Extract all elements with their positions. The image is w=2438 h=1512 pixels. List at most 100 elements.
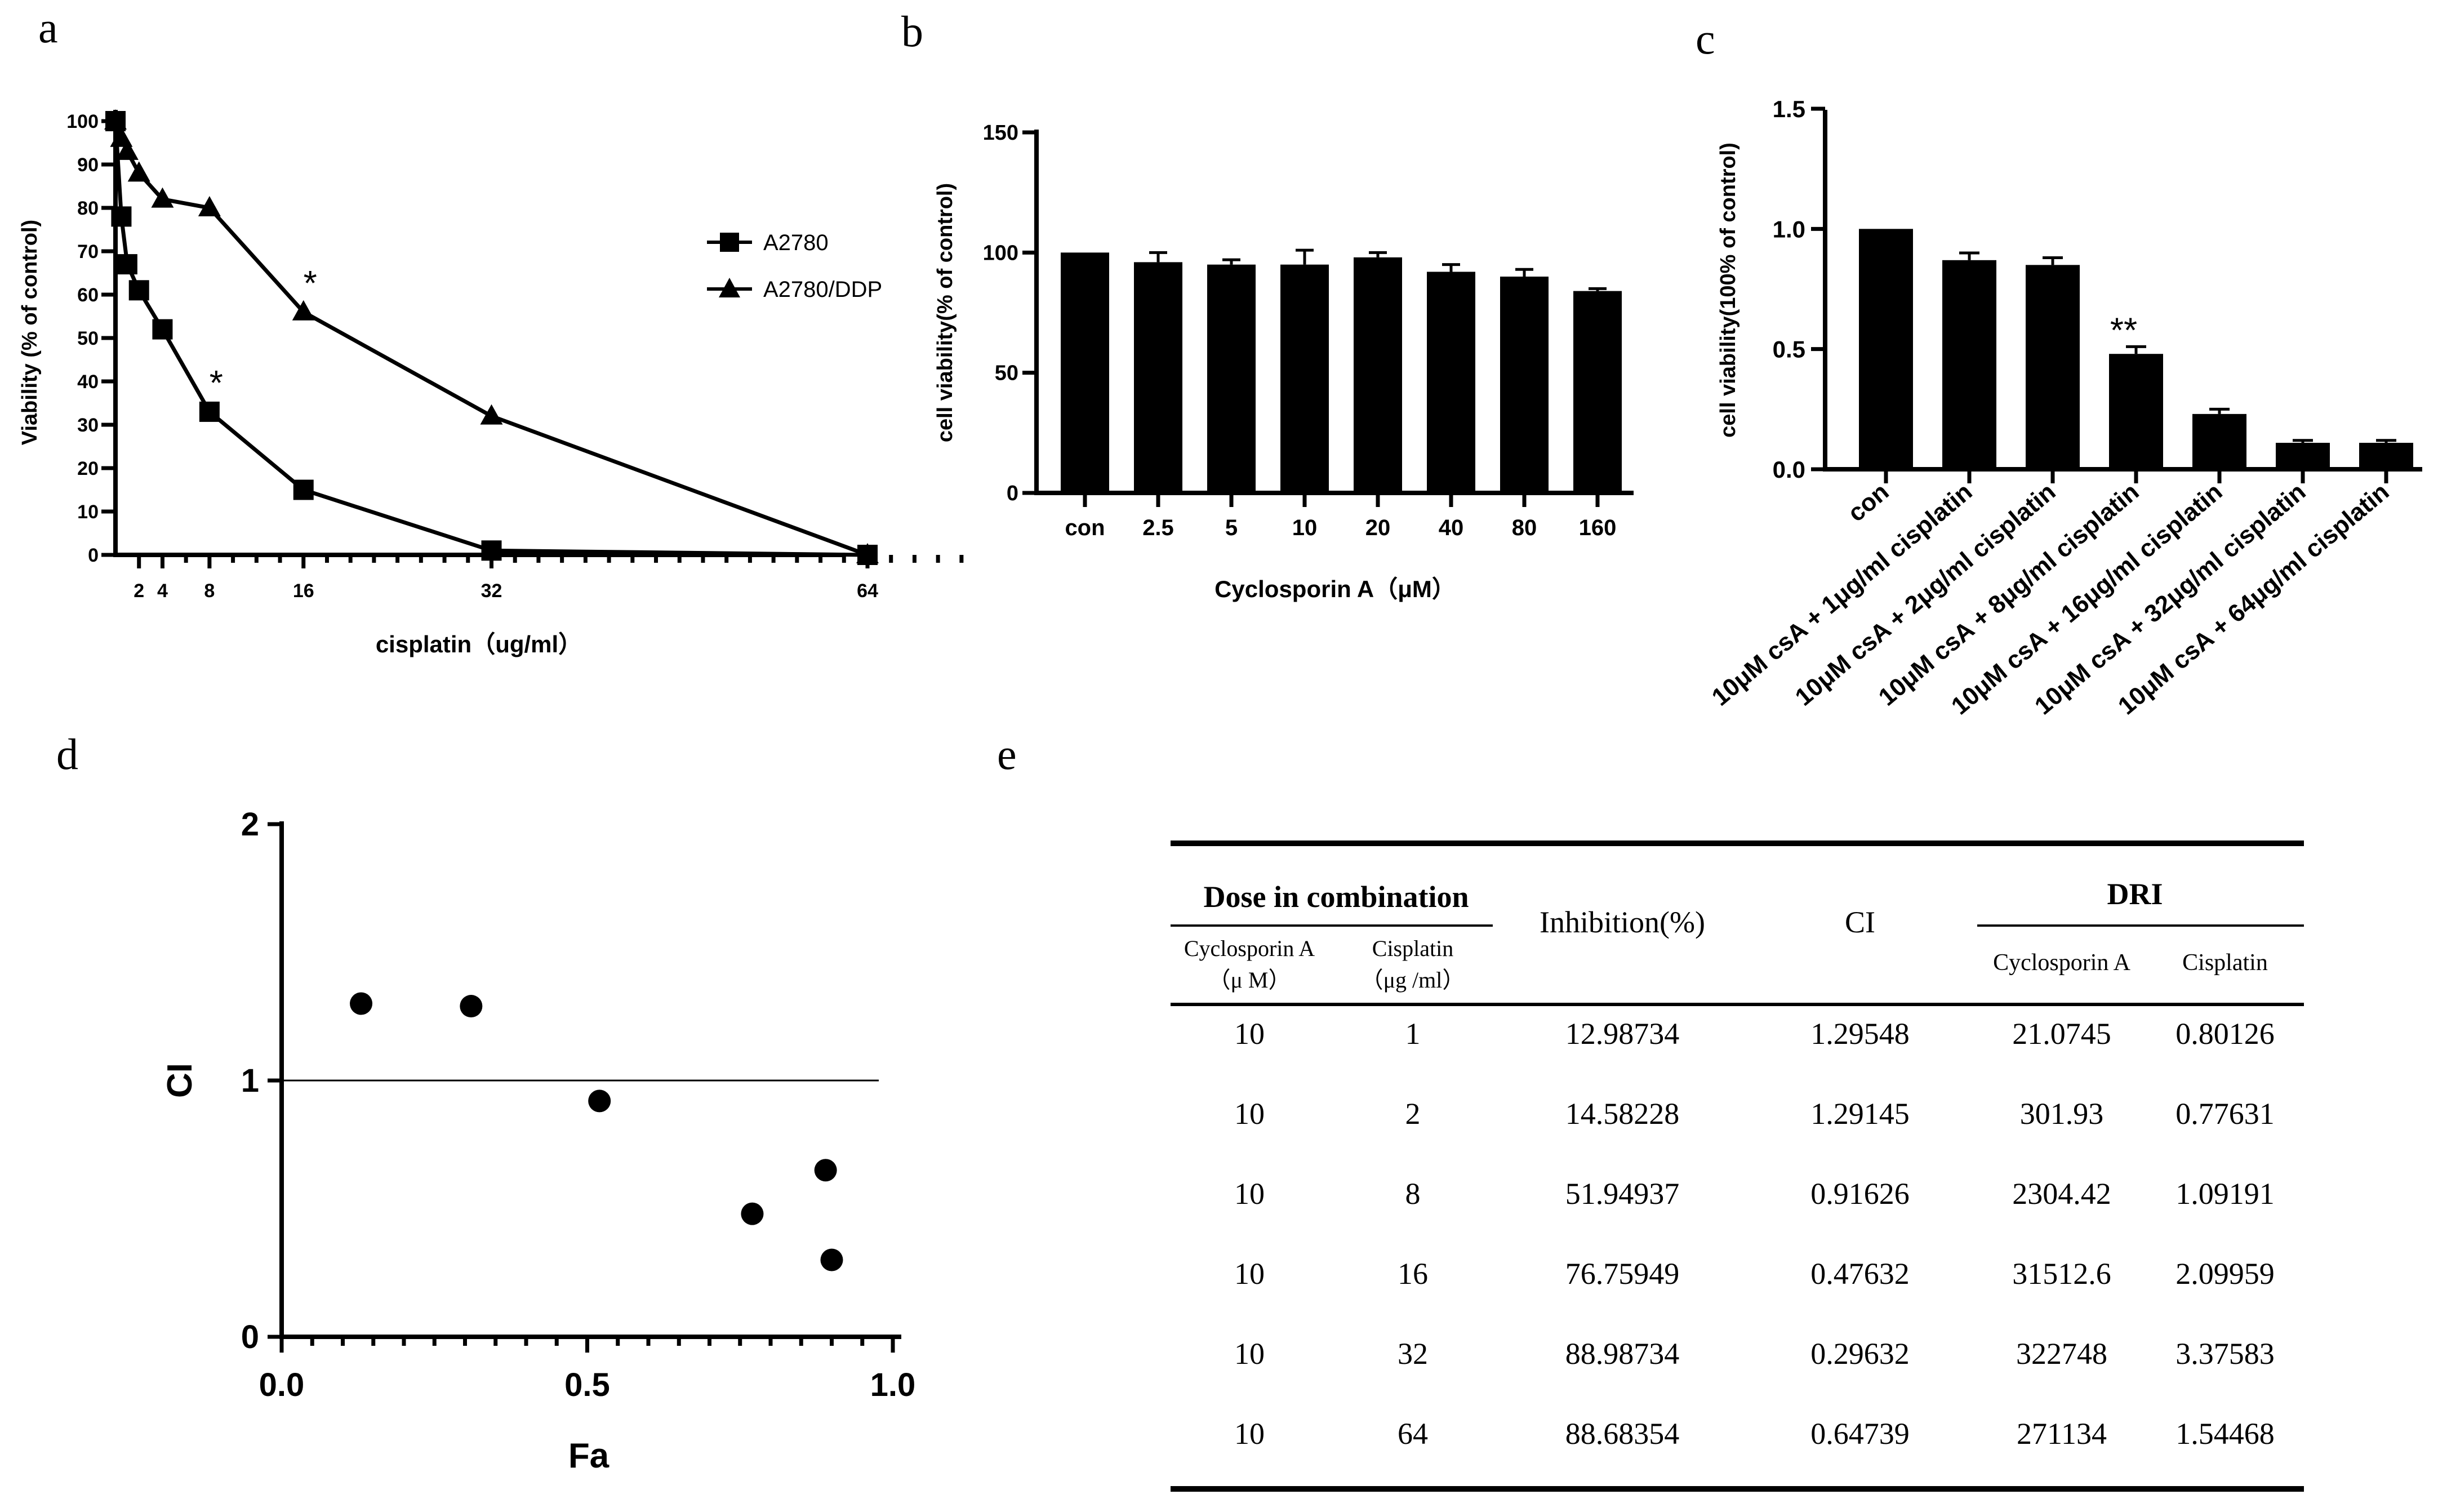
data-table: Dose in combination Cyclosporin A Cispla… — [1171, 841, 2304, 1492]
table-cell: 3.37583 — [2175, 1337, 2275, 1371]
chart-a-significance-mark: * — [304, 264, 317, 303]
chart-c-ytick-label: 0.0 — [1773, 456, 1805, 483]
chart-b-xtick-label: 40 — [1439, 515, 1464, 540]
table-cell: 14.58228 — [1565, 1097, 1680, 1131]
chart-b-bar — [1427, 272, 1475, 493]
chart-a-ytick-label: 50 — [77, 328, 99, 349]
chart-a-ytick-label: 40 — [77, 371, 99, 393]
panel-label-b: b — [901, 7, 923, 56]
chart-b-xtick-label: 10 — [1292, 515, 1318, 540]
panel-label-c: c — [1696, 14, 1715, 63]
chart-c-bar — [1942, 260, 1996, 469]
table-cell: 1.09191 — [2175, 1177, 2275, 1211]
chart-a-ytick-label: 80 — [77, 198, 99, 219]
chart-a-point-triangle — [856, 543, 879, 563]
chart-d-point — [350, 992, 373, 1015]
chart-b: 0 50 100 150 con 2.5 5 10 20 40 80 160 cell viabil… — [933, 121, 1634, 602]
table-cell: 21.0745 — [2012, 1017, 2111, 1051]
chart-c-xtick-label: con — [1843, 478, 1894, 527]
chart-a-xtick-label: 4 — [157, 580, 168, 602]
chart-a-point-triangle — [127, 161, 150, 182]
table-dri-header: DRI — [2107, 877, 2163, 911]
table-cell: 10 — [1234, 1017, 1265, 1051]
chart-c-ytick-label: 1.5 — [1773, 96, 1805, 122]
table-inhibition-header: Inhibition(%) — [1540, 905, 1705, 939]
chart-d-ytick-label: 2 — [241, 806, 259, 843]
table-cell: 51.94937 — [1565, 1177, 1680, 1211]
chart-a-xlabel: cisplatin（ug/ml） — [376, 631, 582, 657]
chart-b-bar — [1061, 252, 1109, 493]
chart-a-ytick-label: 10 — [77, 501, 99, 523]
table-cell: 0.29632 — [1810, 1337, 1910, 1371]
chart-b-ylabel: cell viability(% of control) — [933, 183, 957, 442]
chart-a-xtick-label: 64 — [857, 580, 878, 602]
table-cell: 10 — [1234, 1177, 1265, 1211]
chart-d-xtick-label: 1.0 — [870, 1367, 916, 1403]
chart-a-point-square — [128, 280, 149, 301]
table-cell: 31512.6 — [2012, 1257, 2111, 1291]
chart-c-bar — [2109, 354, 2163, 469]
chart-a-xtick-label: 32 — [481, 580, 502, 602]
chart-b-ytick-label: 100 — [983, 241, 1018, 265]
table-dri-sub-cisplatin: Cisplatin — [2182, 950, 2268, 976]
table-sub-unit-cisplatin: （μg /ml） — [1361, 967, 1465, 993]
chart-a-point-square — [199, 401, 220, 422]
table-cell: 88.68354 — [1565, 1417, 1680, 1451]
chart-b-bar — [1354, 257, 1402, 493]
chart-a-xtick-label: 2 — [134, 580, 144, 602]
chart-a-point-square — [117, 254, 137, 275]
chart-b-ytick-label: 0 — [1007, 482, 1018, 505]
chart-d-xtick-label: 0.5 — [564, 1367, 610, 1403]
chart-a-ytick-label: 30 — [77, 415, 99, 436]
chart-b-bar — [1500, 277, 1549, 493]
table-ci-header: CI — [1845, 905, 1875, 939]
legend-marker-square — [720, 233, 739, 252]
chart-c-ylabel: cell viability(100% of control) — [1716, 143, 1740, 438]
chart-d-ytick-label: 0 — [241, 1319, 259, 1355]
chart-a-series-line — [113, 120, 869, 557]
chart-b-bar — [1573, 291, 1622, 493]
table-cell: 1 — [1405, 1017, 1421, 1051]
table-cell: 10 — [1234, 1337, 1265, 1371]
table-cell: 64 — [1398, 1417, 1428, 1451]
chart-b-xtick-label: 160 — [1579, 515, 1617, 540]
chart-a-ylabel: Viability (% of control) — [18, 220, 42, 445]
table-cell: 8 — [1405, 1177, 1421, 1211]
chart-a: 0 10 20 30 40 50 60 70 80 90 100 2 4 8 16 32 64 * * A278… — [18, 109, 964, 657]
chart-a-point-triangle — [151, 187, 174, 208]
chart-d-xtick-label: 0.0 — [259, 1367, 305, 1403]
chart-c-bar — [1859, 229, 1913, 469]
panel-label-e: e — [997, 730, 1017, 779]
chart-c-ytick-label: 1.0 — [1773, 216, 1805, 242]
table-cell: 0.64739 — [1810, 1417, 1910, 1451]
panel-label-a: a — [38, 3, 58, 52]
table-cell: 1.54468 — [2175, 1417, 2275, 1451]
table-cell: 2.09959 — [2175, 1257, 2275, 1291]
table-cell: 10 — [1234, 1257, 1265, 1291]
chart-c-ytick-label: 0.5 — [1773, 336, 1805, 363]
chart-a-point-square — [293, 479, 314, 500]
chart-c-bar — [2359, 443, 2413, 469]
chart-d-xlabel: Fa — [568, 1437, 610, 1475]
table-cell: 1.29548 — [1810, 1017, 1910, 1051]
chart-a-ytick-label: 100 — [66, 111, 99, 132]
chart-b-ytick-label: 150 — [983, 121, 1018, 145]
chart-a-series-line — [113, 121, 868, 557]
table-cell: 12.98734 — [1565, 1017, 1680, 1051]
table-cell: 0.80126 — [2175, 1017, 2275, 1051]
table-cell: 322748 — [2016, 1337, 2107, 1371]
chart-b-xtick-label: con — [1065, 515, 1105, 540]
table-sub-header-cyclosporin: Cyclosporin A — [1184, 936, 1315, 961]
chart-a-xtick-label: 16 — [293, 580, 314, 602]
chart-b-bar — [1134, 262, 1182, 493]
table-dri-sub-cyclosporin: Cyclosporin A — [1993, 950, 2131, 976]
chart-c-bar — [2276, 443, 2330, 469]
chart-b-bar — [1207, 264, 1256, 493]
legend-marker-triangle — [719, 278, 740, 297]
table-cell: 10 — [1234, 1417, 1265, 1451]
chart-b-bar — [1280, 264, 1329, 493]
chart-a-ytick-label: 0 — [88, 545, 99, 566]
table-cell: 0.77631 — [2175, 1097, 2275, 1131]
